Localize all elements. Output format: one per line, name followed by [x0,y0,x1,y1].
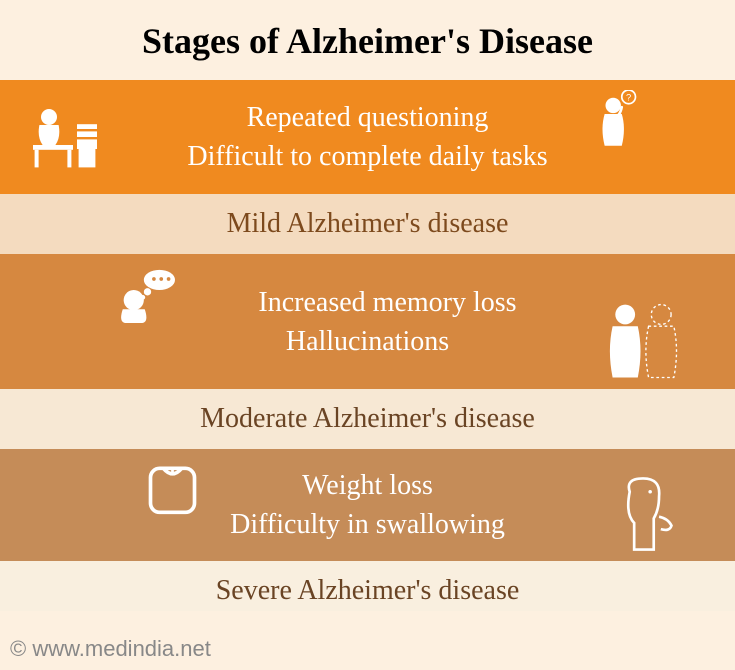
svg-text:?: ? [626,91,631,102]
two-people-ghost-icon [600,299,690,384]
stage-1-band: ? Repeated questioning Difficult to comp… [0,80,735,194]
person-question-icon: ? [595,90,640,150]
person-swallowing-icon [615,474,680,554]
page-title: Stages of Alzheimer's Disease [15,20,720,62]
header: Stages of Alzheimer's Disease [0,0,735,80]
thought-bubble-person-icon [115,268,180,323]
weight-scale-icon [145,461,200,516]
stage-1-label: Mild Alzheimer's disease [0,194,735,254]
stage-2-label: Moderate Alzheimer's disease [0,389,735,449]
stage-2-band: Increased memory loss Hallucinations [0,254,735,389]
stage-3-label: Severe Alzheimer's disease [0,561,735,611]
person-at-desk-icon [25,102,105,172]
copyright-text: © www.medindia.net [10,636,211,662]
stage-3-band: Weight loss Difficulty in swallowing [0,449,735,561]
